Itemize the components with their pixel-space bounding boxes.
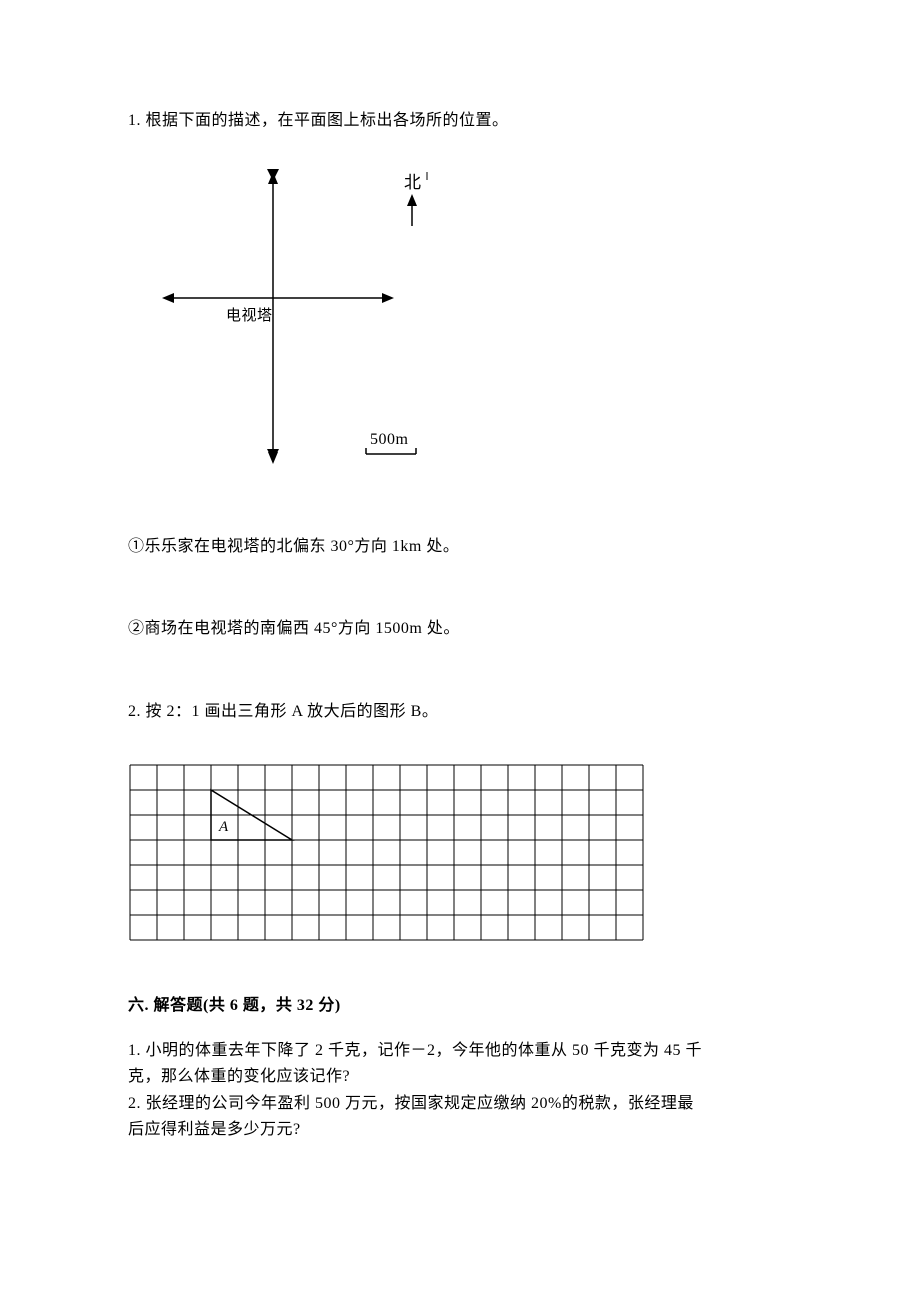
q1-sub1: ①乐乐家在电视塔的北偏东 30°方向 1km 处。 xyxy=(128,536,795,558)
north-label: 北 xyxy=(404,173,422,192)
arrow-up-icon xyxy=(268,172,278,184)
page-content: 1. 根据下面的描述，在平面图上标出各场所的位置。 电视塔 北 xyxy=(0,0,920,1203)
section6-p2a: 2. 张经理的公司今年盈利 500 万元，按国家规定应缴纳 20%的税款，张经理… xyxy=(128,1091,795,1117)
q2-prompt: 2. 按 2：1 画出三角形 A 放大后的图形 B。 xyxy=(128,701,795,723)
center-label: 电视塔 xyxy=(226,307,273,324)
section6-p1a: 1. 小明的体重去年下降了 2 千克，记作－2，今年他的体重从 50 千克变为 … xyxy=(128,1038,795,1064)
compass-svg: 电视塔 北 500m xyxy=(138,158,468,478)
grid-svg: A xyxy=(128,763,645,942)
north-arrow-icon xyxy=(407,194,417,206)
section6-header: 六. 解答题(共 6 题，共 32 分) xyxy=(128,995,795,1017)
arrow-left-icon xyxy=(162,293,174,303)
compass-diagram: 电视塔 北 500m xyxy=(138,158,795,485)
arrow-right-icon xyxy=(382,293,394,303)
grid-diagram: A xyxy=(128,763,795,949)
q1-prompt: 1. 根据下面的描述，在平面图上标出各场所的位置。 xyxy=(128,110,795,132)
section6-p1b: 克，那么体重的变化应该记作? xyxy=(128,1064,795,1090)
arrow-down-icon xyxy=(268,452,278,464)
section6-p2b: 后应得利益是多少万元? xyxy=(128,1117,795,1143)
svg-text:A: A xyxy=(218,819,229,835)
scale-label: 500m xyxy=(370,431,409,448)
q1-sub2: ②商场在电视塔的南偏西 45°方向 1500m 处。 xyxy=(128,618,795,640)
